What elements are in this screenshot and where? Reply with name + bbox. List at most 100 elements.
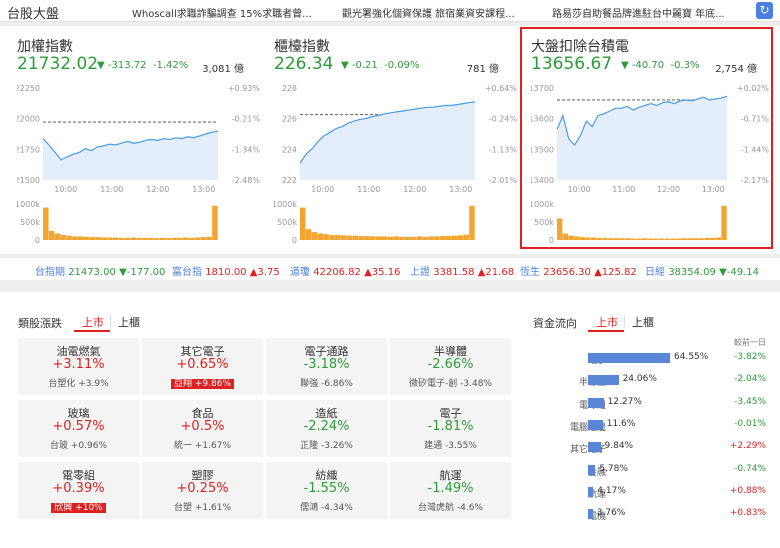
- volume-bar: [676, 238, 682, 240]
- news-link-3[interactable]: 路易莎自助餐品牌進駐台中麗寶 年底...: [552, 9, 725, 20]
- sector-cell[interactable]: 紡織 -1.55% 儒鴻 -4.34%: [266, 462, 387, 519]
- y-tick-label: 22000: [17, 115, 40, 124]
- tab-flow-listed[interactable]: 上市: [596, 316, 618, 329]
- sector-top-stock-line: 聯強 -6.86%: [266, 376, 387, 389]
- sector-cell[interactable]: 電零組 +0.39% 欣興 +10%: [18, 462, 139, 519]
- flow-row[interactable]: 其它電子9.84% +2.29%: [530, 438, 780, 458]
- sector-top-stock-pct: -4.6%: [456, 503, 483, 513]
- ticker-item[interactable]: 道瓊 42206.82 ▲35.16: [290, 267, 401, 278]
- volume-bar: [89, 237, 96, 240]
- flow-sector-name: 金融: [587, 467, 606, 478]
- sector-top-stock-pct: +1.67%: [194, 441, 232, 451]
- news-link-1[interactable]: Whoscall求職詐騙調查 15%求職者曾...: [132, 9, 312, 20]
- tab-sector-otc[interactable]: 上櫃: [118, 316, 140, 329]
- sector-top-stock[interactable]: 微矽電子-創: [409, 379, 458, 389]
- volume-bar: [664, 238, 671, 240]
- intraday-chart: 228 +0.64% 226 -0.24% 224 -1.13% 222 -2.01% 10:0…: [274, 84, 517, 245]
- index-card-ex-tsmc[interactable]: 大盤扣除台積電 13656.67 ▼ -40.70 -0.3% 2,754 億 …: [531, 26, 771, 254]
- sector-cell[interactable]: 其它電子 +0.65% 亞翔 +9.86%: [142, 338, 263, 395]
- sector-top-stock[interactable]: 建通: [424, 441, 443, 451]
- volume-bar: [457, 235, 464, 240]
- ticker-item[interactable]: 上證 3381.58 ▲21.68: [410, 267, 515, 278]
- sector-cell[interactable]: 電子通路 -3.18% 聯強 -6.86%: [266, 338, 387, 395]
- y-tick-label: 13700: [531, 84, 554, 93]
- flow-row[interactable]: 電子64.55%-3.82%: [530, 349, 780, 369]
- sector-top-stock[interactable]: 統一: [173, 441, 192, 451]
- index-card-otc[interactable]: 櫃檯指數 226.34 ▼ -0.21 -0.09% 781 億 228 +0.6…: [274, 26, 519, 254]
- x-tick-label: 10:00: [54, 185, 77, 194]
- sector-top-stock-line: 正隆 -3.26%: [266, 438, 387, 451]
- volume-bar: [445, 236, 452, 240]
- tab-flow-otc[interactable]: 上櫃: [632, 316, 654, 329]
- tab-active-indicator: [74, 330, 110, 332]
- flow-row[interactable]: 電腦週邊11.6% -0.01%: [530, 416, 780, 436]
- flow-change: -0.01%: [734, 418, 766, 429]
- x-tick-label: 11:00: [357, 185, 380, 194]
- volume-bar: [212, 205, 218, 240]
- volume-bar: [375, 236, 382, 240]
- flow-change: +2.29%: [729, 441, 766, 452]
- limit-up-badge: 亞翔 +9.86%: [170, 379, 235, 389]
- flow-row[interactable]: 電機 3.76% +0.83%: [530, 505, 780, 525]
- sector-cell[interactable]: 塑膠 +0.25% 台塑 +1.61%: [142, 462, 263, 519]
- ticker-item[interactable]: 日經 38354.09 ▼-49.14: [645, 267, 760, 278]
- volume-bar: [428, 236, 434, 240]
- sector-cell[interactable]: 半導體 -2.66% 微矽電子-創 -3.48%: [390, 338, 511, 395]
- sector-change: +0.65%: [176, 357, 229, 372]
- index-change: ▼ -40.70 -0.3%: [621, 60, 700, 71]
- price-area: [300, 101, 475, 180]
- flow-row[interactable]: 電零組12.27%-3.45%: [530, 394, 780, 414]
- sector-cell[interactable]: 油電燃氣 +3.11% 台塑化 +3.9%: [18, 338, 139, 395]
- ticker-item[interactable]: 台指期 21473.00 ▼-177.00: [35, 267, 166, 278]
- sector-top-stock[interactable]: 台玻: [49, 441, 68, 451]
- volume-bar: [113, 237, 119, 240]
- flow-row[interactable]: 半導體24.06%-2.04%: [530, 371, 780, 391]
- refresh-icon[interactable]: ↻: [756, 2, 773, 19]
- index-volume: 3,081 億: [202, 64, 244, 75]
- news-link-2[interactable]: 觀光署強化個資保護 旅宿業資安課程...: [342, 9, 515, 20]
- intraday-chart: 22250 +0.93% 22000 -0.21% 21750 -1.34% 21500 -2…: [17, 84, 260, 245]
- x-tick-label: 13:00: [449, 185, 472, 194]
- volume-tick-label: 500k: [20, 218, 40, 227]
- index-change: ▼ -0.21 -0.09%: [341, 60, 420, 71]
- flow-share-bar: [588, 353, 670, 363]
- flow-share-pct: 11.6%: [606, 418, 636, 429]
- volume-bar: [636, 238, 642, 240]
- volume-bar: [300, 207, 306, 240]
- sector-cell[interactable]: 食品 +0.5% 統一 +1.67%: [142, 400, 263, 457]
- sector-top-stock[interactable]: 儒鴻: [300, 503, 319, 513]
- volume-bar: [370, 236, 376, 240]
- sector-name: 玻璃: [67, 407, 90, 420]
- ticker-item[interactable]: 恆生 23656.30 ▲125.82: [520, 267, 637, 278]
- volume-bar: [410, 236, 417, 240]
- volume-bar: [659, 238, 665, 240]
- sector-cell[interactable]: 造紙 -2.24% 正隆 -3.26%: [266, 400, 387, 457]
- sector-top-stock[interactable]: 正隆: [300, 441, 319, 451]
- flow-row[interactable]: 金融 5.78% -0.74%: [530, 461, 780, 481]
- y-tick-label: 13600: [531, 115, 554, 124]
- sector-top-stock[interactable]: 台塑化: [48, 379, 76, 389]
- sector-top-stock[interactable]: 台灣虎航: [417, 503, 454, 513]
- sector-top-stock[interactable]: 聯強: [300, 379, 319, 389]
- volume-bar: [66, 235, 72, 240]
- ticker-item[interactable]: 富台指 1810.00 ▲3.75: [172, 267, 280, 278]
- index-card-taiex[interactable]: 加權指數 21732.02 ▼ -313.72 -1.42% 3,081 億 2…: [17, 26, 262, 254]
- volume-bar: [393, 236, 399, 240]
- flow-share-bar: [588, 442, 601, 453]
- tab-sector-listed[interactable]: 上市: [82, 316, 104, 329]
- flow-row[interactable]: 航運 4.17% +0.88%: [530, 483, 780, 503]
- global-index-ticker: 台指期 21473.00 ▼-177.00 富台指 1810.00 ▲3.75 …: [0, 258, 780, 280]
- sector-cell[interactable]: 航運 -1.49% 台灣虎航 -4.6%: [390, 462, 511, 519]
- volume-bar: [148, 237, 154, 240]
- volume-bar: [463, 234, 469, 240]
- sector-top-stock[interactable]: 台塑: [173, 503, 192, 513]
- sector-cell[interactable]: 電子 -1.81% 建通 -3.55%: [390, 400, 511, 457]
- limit-up-badge: 欣興 +10%: [51, 503, 106, 513]
- flow-change: +0.83%: [729, 508, 766, 519]
- flow-change: +0.88%: [729, 485, 766, 496]
- sector-change: -1.55%: [303, 481, 350, 496]
- volume-bar: [608, 238, 614, 240]
- sector-cell[interactable]: 玻璃 +0.57% 台玻 +0.96%: [18, 400, 139, 457]
- flow-share-pct: 3.76%: [596, 508, 626, 519]
- volume-bar: [585, 237, 591, 240]
